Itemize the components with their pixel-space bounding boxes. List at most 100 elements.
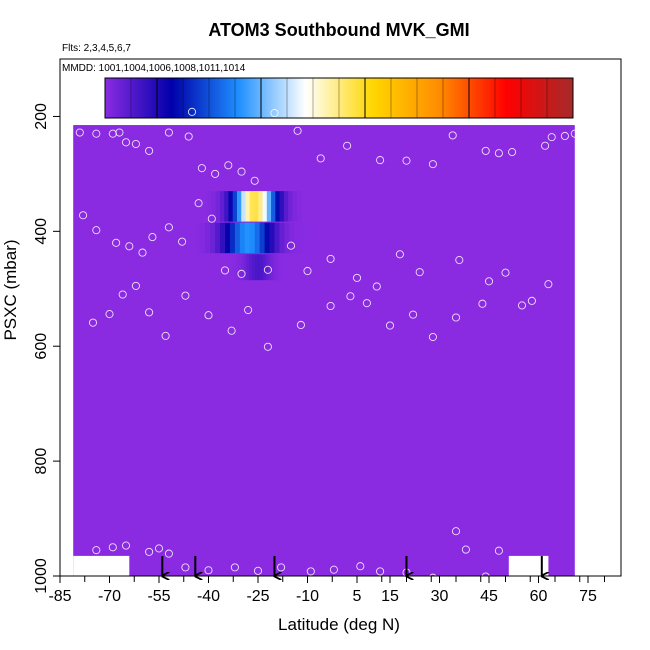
sample-point [461, 545, 470, 554]
sample-point [326, 301, 335, 311]
y-axis: 200 400 600 800 1000 [33, 103, 60, 594]
heatmap-gap [73, 555, 130, 576]
sample-point [478, 299, 487, 308]
sample-point [164, 128, 173, 137]
heatmap-cell [215, 191, 221, 222]
heatmap-area [73, 125, 575, 576]
sample-point [517, 301, 527, 310]
sample-point [508, 148, 517, 157]
sample-point [112, 238, 121, 247]
sample-point [197, 164, 206, 173]
sample-point [481, 146, 490, 155]
sample-point [501, 268, 510, 277]
heatmap-cell [274, 222, 281, 254]
heatmap-cell [249, 191, 255, 222]
heatmap-cell [254, 222, 261, 254]
heatmap-cell [236, 191, 242, 222]
sample-point [527, 296, 536, 305]
sample-point [253, 566, 263, 575]
sample-point [415, 268, 424, 277]
heatmap-cell [262, 191, 268, 222]
sample-point [108, 129, 117, 138]
sample-point [121, 138, 131, 147]
sample-point [376, 567, 385, 576]
heatmap-cell [259, 222, 266, 254]
sample-point [451, 313, 461, 322]
heatmap-cell [288, 191, 293, 222]
flights-label: Flts: 2,3,4,5,6,7 [62, 43, 131, 54]
y-axis-label: PSXC (mbar) [1, 239, 20, 340]
heatmap-cell [279, 254, 283, 281]
sample-point [570, 129, 579, 138]
sample-point [402, 156, 411, 165]
x-tick-label: 30 [431, 588, 449, 605]
sample-point [244, 305, 253, 315]
heatmap-cell [224, 191, 230, 222]
heatmap-cell [239, 222, 246, 254]
heatmap-cell [309, 222, 315, 254]
sample-point [227, 326, 236, 335]
heatmap-cell [284, 222, 290, 254]
sample-point [429, 573, 437, 576]
heatmap-cell [243, 254, 248, 281]
dates-label: MMDD: 1001,1004,1006,1008,1011,1014 [62, 63, 246, 74]
sample-point [125, 242, 134, 251]
heatmap-background [73, 125, 575, 576]
sample-points [75, 107, 579, 576]
heatmap-cell [260, 254, 264, 281]
heatmap-cell [262, 254, 267, 281]
heatmap-cell [294, 222, 300, 254]
heatmap-cell [283, 191, 289, 222]
heatmap-cell [251, 254, 256, 281]
heatmap-cell [275, 191, 281, 222]
sample-point [92, 129, 101, 138]
sample-point [409, 310, 418, 319]
heatmap-cell [246, 254, 250, 281]
heatmap-cell [271, 191, 276, 222]
sample-point [145, 547, 154, 556]
x-tick-label: 75 [579, 588, 597, 605]
sample-point [194, 199, 203, 208]
sample-point [184, 132, 193, 141]
sample-point [164, 223, 173, 232]
y-tick-label: 400 [33, 218, 50, 245]
heatmap-cell [240, 254, 245, 281]
sample-point [161, 331, 170, 340]
heatmap-cell [210, 222, 216, 254]
sample-point [372, 282, 381, 291]
sample-point [121, 541, 131, 550]
sample-point [270, 108, 279, 118]
heatmap-cell [234, 222, 241, 254]
heatmap-cell [232, 191, 238, 222]
sample-point [220, 266, 230, 275]
heatmap-cell [254, 191, 259, 222]
sample-point [92, 226, 101, 235]
heatmap-cell [254, 254, 259, 281]
heatmap-cell [215, 222, 221, 254]
heatmap-cell [232, 254, 237, 281]
heatmap-cell [257, 254, 261, 281]
plot-frame [59, 58, 622, 577]
heatmap-cell [284, 254, 289, 281]
x-tick-label: 45 [480, 588, 498, 605]
heatmap-cell [228, 191, 234, 222]
heatmap-cell [225, 222, 231, 254]
sample-point [494, 149, 503, 158]
x-tick-label: 15 [381, 588, 399, 605]
sample-point [237, 269, 246, 278]
heatmap-cell [205, 222, 211, 254]
heatmap-cell [249, 254, 253, 281]
sample-point [250, 176, 259, 185]
sample-point [138, 248, 147, 257]
heatmap-cell [245, 191, 251, 222]
sample-point [326, 254, 335, 263]
heatmap-cell [229, 222, 236, 254]
sample-point [131, 139, 140, 149]
sample-point [316, 154, 325, 163]
sample-point [178, 237, 187, 246]
x-axis: -85 -70 -55 -40 -25 -10 5 15 30 45 60 75 [48, 576, 605, 605]
heatmap-cell [200, 222, 206, 254]
x-tick-label: -25 [246, 588, 269, 605]
heatmap-cell [264, 222, 271, 254]
heatmap-cell [195, 222, 201, 254]
